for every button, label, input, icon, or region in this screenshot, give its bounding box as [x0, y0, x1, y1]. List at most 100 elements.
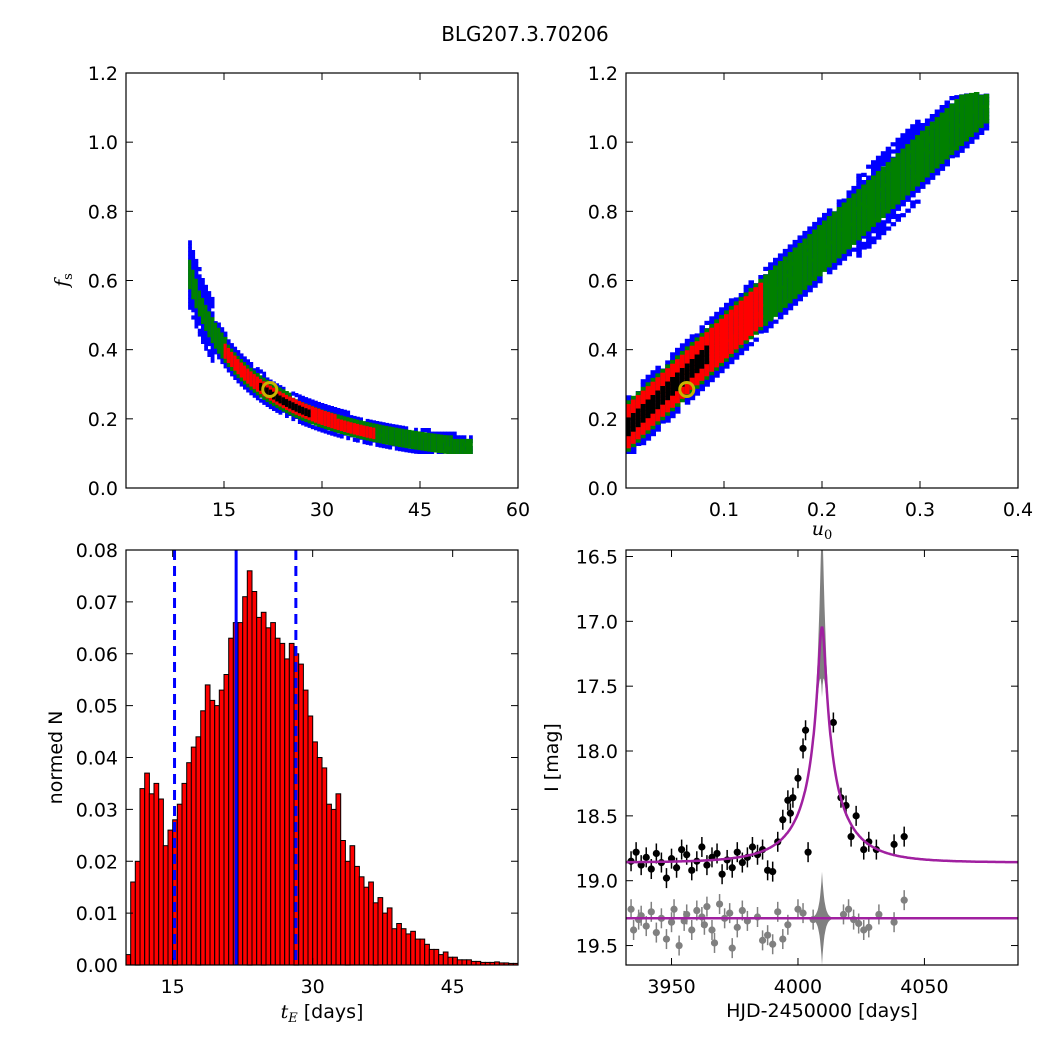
heatmap-cell: [836, 228, 843, 233]
heatmap-cell: [802, 292, 808, 297]
heatmap-cell: [336, 418, 341, 423]
heatmap-cell: [787, 273, 794, 278]
heatmap-cell: [910, 186, 916, 191]
heatmap-cell: [694, 361, 701, 366]
heatmap-cell: [443, 431, 447, 436]
y-tick-label: 0.6: [88, 271, 118, 293]
heatmap-cell: [949, 114, 955, 119]
heatmap-cell: [645, 410, 652, 415]
histogram-bar: [363, 886, 370, 966]
heatmap-cell: [856, 218, 862, 223]
heatmap-cell: [763, 303, 769, 308]
heatmap-cell: [288, 400, 292, 405]
histogram-bar: [428, 948, 435, 966]
heatmap-cell: [836, 225, 843, 230]
heatmap-cell: [748, 342, 754, 347]
heatmap-cell: [655, 417, 661, 422]
heatmap-cell: [230, 351, 234, 357]
heatmap-cell: [714, 337, 720, 342]
heatmap-cell: [929, 168, 936, 173]
heatmap-cell: [417, 435, 422, 440]
heatmap-cell: [404, 433, 409, 438]
heatmap-cell: [861, 228, 867, 233]
heatmap-cell: [802, 256, 808, 261]
heatmap-cell: [307, 405, 312, 410]
heatmap-cell: [699, 373, 705, 378]
heatmap-cell: [217, 335, 221, 340]
heatmap-cell: [826, 230, 833, 235]
heatmap-cell: [875, 211, 882, 216]
heatmap-cell: [841, 235, 848, 240]
heatmap-cell: [188, 263, 192, 268]
heatmap-cell: [954, 117, 960, 122]
heatmap-cell: [188, 259, 192, 264]
heatmap-cell: [655, 390, 661, 395]
heatmap-cell: [297, 415, 302, 420]
heatmap-cell: [278, 395, 283, 400]
heatmap-cell: [268, 389, 273, 394]
heatmap-cell: [777, 264, 784, 269]
heatmap-cell: [375, 442, 380, 447]
data-point: [804, 848, 812, 856]
heatmap-cell: [381, 436, 386, 441]
x-tick-label: 30: [301, 976, 325, 998]
heatmap-cell: [210, 355, 215, 360]
heatmap-cell: [670, 370, 676, 376]
heatmap-cell: [807, 277, 813, 282]
heatmap-cell: [252, 368, 257, 373]
histogram-bar: [354, 865, 360, 966]
heatmap-cell: [336, 411, 341, 416]
heatmap-cell: [929, 121, 936, 126]
heatmap-cell: [748, 335, 754, 340]
heatmap-cell: [314, 414, 318, 419]
heatmap-cell: [665, 379, 671, 384]
heatmap-cell: [684, 374, 691, 379]
heatmap-cell: [414, 441, 418, 446]
heatmap-cell: [665, 371, 671, 376]
x-tick-label: 0.1: [709, 499, 739, 521]
heatmap-cell: [910, 154, 916, 159]
histogram-bar: [158, 798, 164, 966]
heatmap-cell: [797, 279, 803, 284]
heatmap-cell: [748, 280, 754, 285]
heatmap-cell: [635, 427, 642, 432]
heatmap-cell: [915, 199, 921, 204]
heatmap-cell: [317, 416, 321, 421]
heatmap-cell: [866, 233, 872, 238]
heatmap-cell: [326, 422, 331, 428]
x-tick-label: 0.2: [807, 499, 837, 521]
heatmap-cell: [626, 432, 632, 437]
heatmap-cell: [210, 320, 215, 325]
heatmap-cell: [856, 177, 862, 182]
heatmap-cell: [201, 288, 205, 294]
data-point: [708, 926, 716, 934]
heatmap-cell: [452, 449, 457, 454]
heatmap-cell: [714, 311, 720, 316]
heatmap-cell: [822, 216, 828, 221]
heatmap-cell: [880, 151, 887, 156]
heatmap-cell: [427, 447, 431, 452]
heatmap-cell: [684, 338, 691, 343]
heatmap-cell: [841, 202, 848, 207]
heatmap-cell: [410, 449, 415, 454]
heatmap-cell: [320, 403, 325, 408]
heatmap-cell: [846, 190, 852, 195]
histogram-bar: [368, 881, 374, 966]
heatmap-cell: [655, 373, 661, 378]
heatmap-cell: [330, 406, 334, 411]
heatmap-cell: [650, 432, 656, 437]
data-point: [900, 896, 908, 904]
heatmap-cell: [660, 376, 666, 381]
heatmap-cell: [763, 328, 769, 333]
heatmap-cell: [753, 323, 759, 328]
heatmap-cell: [920, 174, 926, 179]
heatmap-cell: [197, 312, 202, 317]
heatmap-cell: [339, 419, 344, 424]
heatmap-cell: [291, 391, 296, 396]
heatmap-cell: [210, 344, 215, 349]
heatmap-cell: [733, 319, 740, 324]
heatmap-cell: [207, 329, 212, 334]
heatmap-cell: [675, 399, 681, 404]
heatmap-cell: [895, 144, 901, 150]
heatmap-cell: [959, 101, 965, 107]
